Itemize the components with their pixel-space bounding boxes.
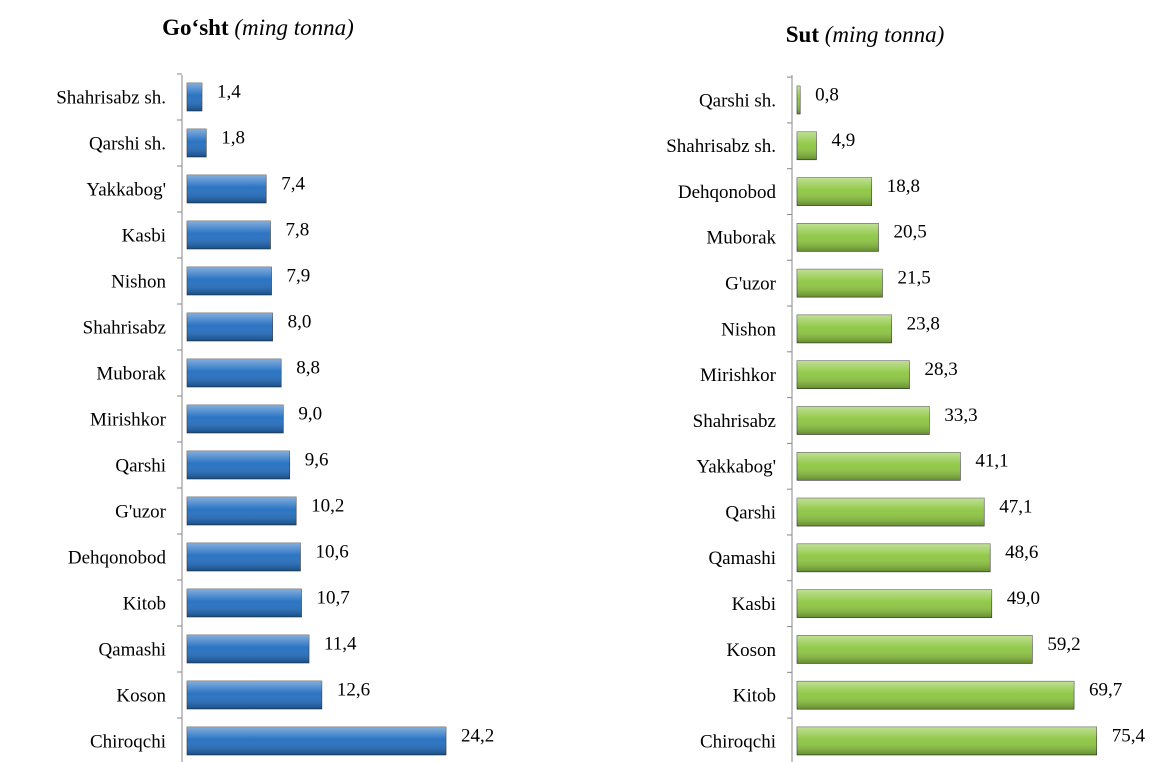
data-label: 8,0 (288, 311, 312, 332)
bar-shine (797, 543, 991, 572)
y-tick-label: Mirishkor (90, 409, 167, 430)
bar-shine (797, 727, 1097, 755)
y-tick-label: Qarshi sh. (699, 90, 776, 111)
data-label: 10,6 (315, 541, 348, 562)
data-label: 8,8 (296, 357, 320, 378)
bar-shine (797, 406, 930, 435)
y-tick-label: Shahrisabz (83, 317, 166, 338)
title: Sut (786, 22, 820, 47)
bar-shine (187, 635, 310, 663)
bar-shine (187, 589, 302, 617)
bar-shine (187, 129, 207, 157)
y-tick-label: Yakkabog' (696, 457, 776, 478)
bar-shine (797, 498, 985, 527)
data-label: 59,2 (1047, 634, 1080, 655)
y-tick-label: Nishon (721, 319, 776, 340)
data-label: 7,4 (281, 173, 305, 194)
data-label: 9,0 (298, 403, 322, 424)
y-tick-label: Koson (116, 685, 166, 706)
bar-shine (797, 314, 892, 343)
y-tick-label: G'uzor (725, 274, 777, 295)
bar-shine (187, 543, 301, 571)
data-label: 18,8 (887, 176, 920, 197)
bar-shine (797, 269, 883, 298)
chart-title: Go‘sht (ming tonna) (162, 15, 354, 40)
subtitle: (ming tonna) (234, 15, 353, 40)
bar-shine (187, 267, 272, 295)
data-label: 23,8 (907, 313, 940, 334)
data-label: 41,1 (975, 451, 1008, 472)
y-tick-label: Qarshi (725, 502, 776, 523)
bar-shine (797, 86, 801, 114)
y-tick-label: Qamashi (708, 548, 776, 569)
bar-shine (187, 221, 271, 249)
data-label: 49,0 (1007, 588, 1040, 609)
data-label: 28,3 (924, 359, 957, 380)
data-label: 7,9 (287, 265, 311, 286)
y-tick-label: Koson (726, 640, 776, 661)
title: Go‘sht (162, 15, 229, 40)
bar-shine (797, 131, 817, 160)
bar-shine (187, 681, 322, 709)
y-tick-label: Yakkabog' (86, 179, 166, 200)
y-tick-label: Qamashi (98, 639, 166, 660)
y-tick-label: Muborak (96, 363, 166, 384)
data-label: 0,8 (815, 84, 839, 105)
y-tick-label: Muborak (706, 228, 776, 249)
bar-shine (797, 177, 872, 206)
y-tick-label: Chiroqchi (700, 731, 776, 752)
y-tick-label: Dehqonobod (68, 547, 167, 568)
y-tick-label: Dehqonobod (678, 182, 777, 203)
data-label: 1,8 (221, 127, 245, 148)
data-label: 21,5 (897, 268, 930, 289)
bar-shine (797, 635, 1033, 664)
y-tick-label: Qarshi (115, 455, 166, 476)
data-label: 10,2 (311, 495, 344, 516)
y-tick-label: Chiroqchi (90, 731, 166, 752)
data-label: 9,6 (305, 449, 329, 470)
data-label: 20,5 (893, 222, 926, 243)
subtitle: (ming tonna) (825, 22, 944, 47)
y-tick-label: Kitob (123, 593, 166, 614)
chart-title: Sut (ming tonna) (786, 22, 944, 47)
y-tick-label: Shahrisabz (693, 411, 776, 432)
y-tick-label: Qarshi sh. (89, 133, 166, 154)
bar-shine (187, 727, 447, 755)
bar-shine (187, 405, 284, 433)
data-label: 47,1 (999, 496, 1032, 517)
bar-shine (797, 223, 879, 252)
data-label: 33,3 (944, 405, 977, 426)
y-tick-label: G'uzor (115, 501, 167, 522)
bar-shine (797, 360, 910, 389)
data-label: 24,2 (461, 725, 494, 746)
data-label: 48,6 (1005, 542, 1038, 563)
y-tick-label: Kasbi (732, 594, 776, 615)
bar-shine (187, 451, 290, 479)
bar-shine (797, 589, 992, 618)
bar-shine (797, 681, 1075, 710)
bar-shine (187, 313, 273, 341)
data-label: 69,7 (1089, 680, 1122, 701)
y-tick-label: Kitob (733, 686, 776, 707)
y-tick-label: Mirishkor (700, 365, 777, 386)
data-label: 75,4 (1112, 725, 1146, 746)
data-label: 4,9 (831, 130, 855, 151)
data-label: 7,8 (285, 219, 309, 240)
y-tick-label: Nishon (111, 271, 166, 292)
data-label: 10,7 (317, 587, 350, 608)
data-label: 12,6 (337, 679, 370, 700)
y-tick-label: Shahrisabz sh. (56, 87, 166, 108)
bar-shine (187, 497, 297, 525)
bar-shine (187, 175, 267, 203)
bar-shine (187, 359, 282, 387)
y-tick-label: Kasbi (122, 225, 166, 246)
data-label: 1,4 (217, 81, 241, 102)
bar-shine (187, 83, 202, 111)
y-tick-label: Shahrisabz sh. (666, 136, 776, 157)
data-label: 11,4 (324, 633, 357, 654)
bar-shine (797, 452, 961, 481)
